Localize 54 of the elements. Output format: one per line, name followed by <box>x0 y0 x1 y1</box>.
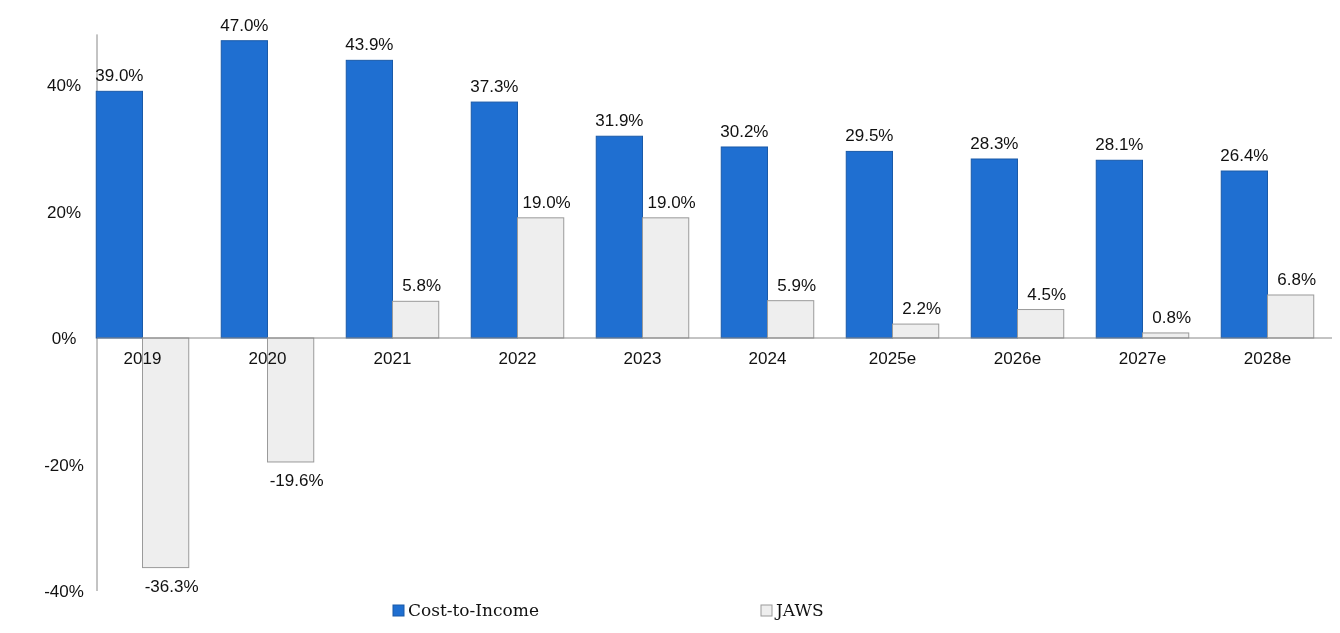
data-label: 43.9% <box>345 35 394 55</box>
x-tick-label: 2019 <box>123 349 162 368</box>
x-tick-label: 2025e <box>868 349 917 368</box>
data-label: 28.3% <box>970 134 1019 153</box>
data-label: 31.9% <box>595 111 644 131</box>
data-label: 5.9% <box>777 275 816 295</box>
bar <box>470 101 518 339</box>
x-tick-label: 2022 <box>498 349 537 368</box>
bar <box>220 40 268 339</box>
bar <box>845 150 893 339</box>
y-tick-label: -20% <box>44 455 84 475</box>
data-label: 0.8% <box>1152 307 1191 327</box>
bar <box>1095 159 1143 339</box>
data-label: 30.2% <box>720 121 769 141</box>
bar <box>642 217 690 339</box>
bar <box>345 59 393 339</box>
bar <box>1220 170 1268 339</box>
data-label: 2.2% <box>902 299 941 319</box>
x-tick-label: 2021 <box>373 349 412 368</box>
legend-label: JAWS <box>774 600 824 620</box>
bar <box>720 146 768 339</box>
data-label: -36.3% <box>144 576 199 596</box>
x-tick-label: 2026e <box>993 349 1042 368</box>
data-label: 47.0% <box>220 15 269 35</box>
data-label: 4.5% <box>1027 284 1066 304</box>
data-label: 37.3% <box>470 77 519 97</box>
legend-label: Cost-to-Income <box>408 600 539 620</box>
data-label: 5.8% <box>402 276 441 296</box>
bar <box>1017 309 1065 339</box>
x-tick-label: 2028e <box>1243 349 1292 368</box>
x-tick-label: 2024 <box>748 349 787 368</box>
x-tick-label: 2020 <box>248 349 287 368</box>
x-tick-label: 2023 <box>623 349 662 368</box>
data-label: 19.0% <box>522 192 571 212</box>
data-label: 26.4% <box>1220 146 1269 166</box>
data-label: 29.5% <box>845 126 894 146</box>
bar <box>595 135 643 339</box>
y-tick-label: -40% <box>44 582 84 601</box>
data-label: 39.0% <box>95 66 144 86</box>
y-tick-label: 20% <box>46 202 82 222</box>
data-label: 6.8% <box>1277 269 1316 289</box>
x-tick-label: 2027e <box>1118 349 1167 368</box>
bar <box>517 217 565 339</box>
bar <box>95 90 143 339</box>
bar <box>892 323 940 339</box>
bar <box>970 158 1018 339</box>
data-label: 28.1% <box>1095 135 1144 155</box>
data-label: 19.0% <box>647 192 696 212</box>
bar <box>392 300 440 339</box>
bar <box>767 300 815 339</box>
y-tick-label: 40% <box>46 76 82 95</box>
bar <box>1267 294 1315 339</box>
data-label: -19.6% <box>269 470 324 490</box>
y-tick-label: 0% <box>51 329 77 348</box>
